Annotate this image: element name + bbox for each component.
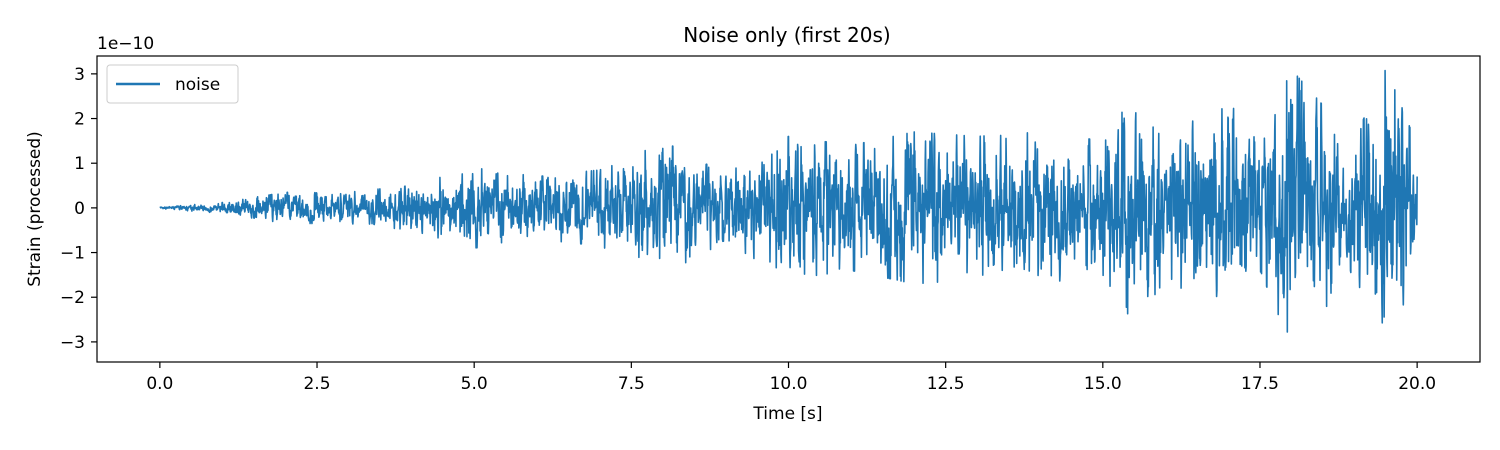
x-tick-label: 10.0 <box>770 374 808 394</box>
series-line-noise <box>159 69 1418 333</box>
x-tick-label: 5.0 <box>461 374 488 394</box>
legend-box <box>106 64 239 104</box>
y-tick-label: 0 <box>74 199 85 219</box>
y-tick-label: −3 <box>60 333 85 353</box>
legend-label-noise: noise <box>175 75 220 95</box>
y-axis-label: Strain (processed) <box>25 131 45 287</box>
x-axis-label: Time [s] <box>752 404 822 424</box>
x-tick-label: 2.5 <box>303 374 330 394</box>
y-tick-label: 3 <box>74 65 85 85</box>
chart-title: Noise only (first 20s) <box>683 23 890 47</box>
x-tick-label: 12.5 <box>927 374 965 394</box>
y-axis: −3 −2 −1 0 1 2 3 <box>60 65 97 353</box>
y-tick-label: 1 <box>74 154 85 174</box>
x-axis: 0.0 2.5 5.0 7.5 10.0 12.5 15.0 17.5 20.0 <box>146 362 1436 394</box>
y-offset-text: 1e−10 <box>97 34 154 54</box>
y-tick-label: −2 <box>60 288 85 308</box>
x-tick-label: 0.0 <box>146 374 173 394</box>
x-tick-label: 20.0 <box>1398 374 1436 394</box>
y-tick-label: 2 <box>74 110 85 130</box>
x-tick-label: 15.0 <box>1084 374 1122 394</box>
y-tick-label: −1 <box>60 244 85 264</box>
x-tick-label: 7.5 <box>618 374 645 394</box>
x-tick-label: 17.5 <box>1241 374 1279 394</box>
legend: noise <box>106 64 239 104</box>
